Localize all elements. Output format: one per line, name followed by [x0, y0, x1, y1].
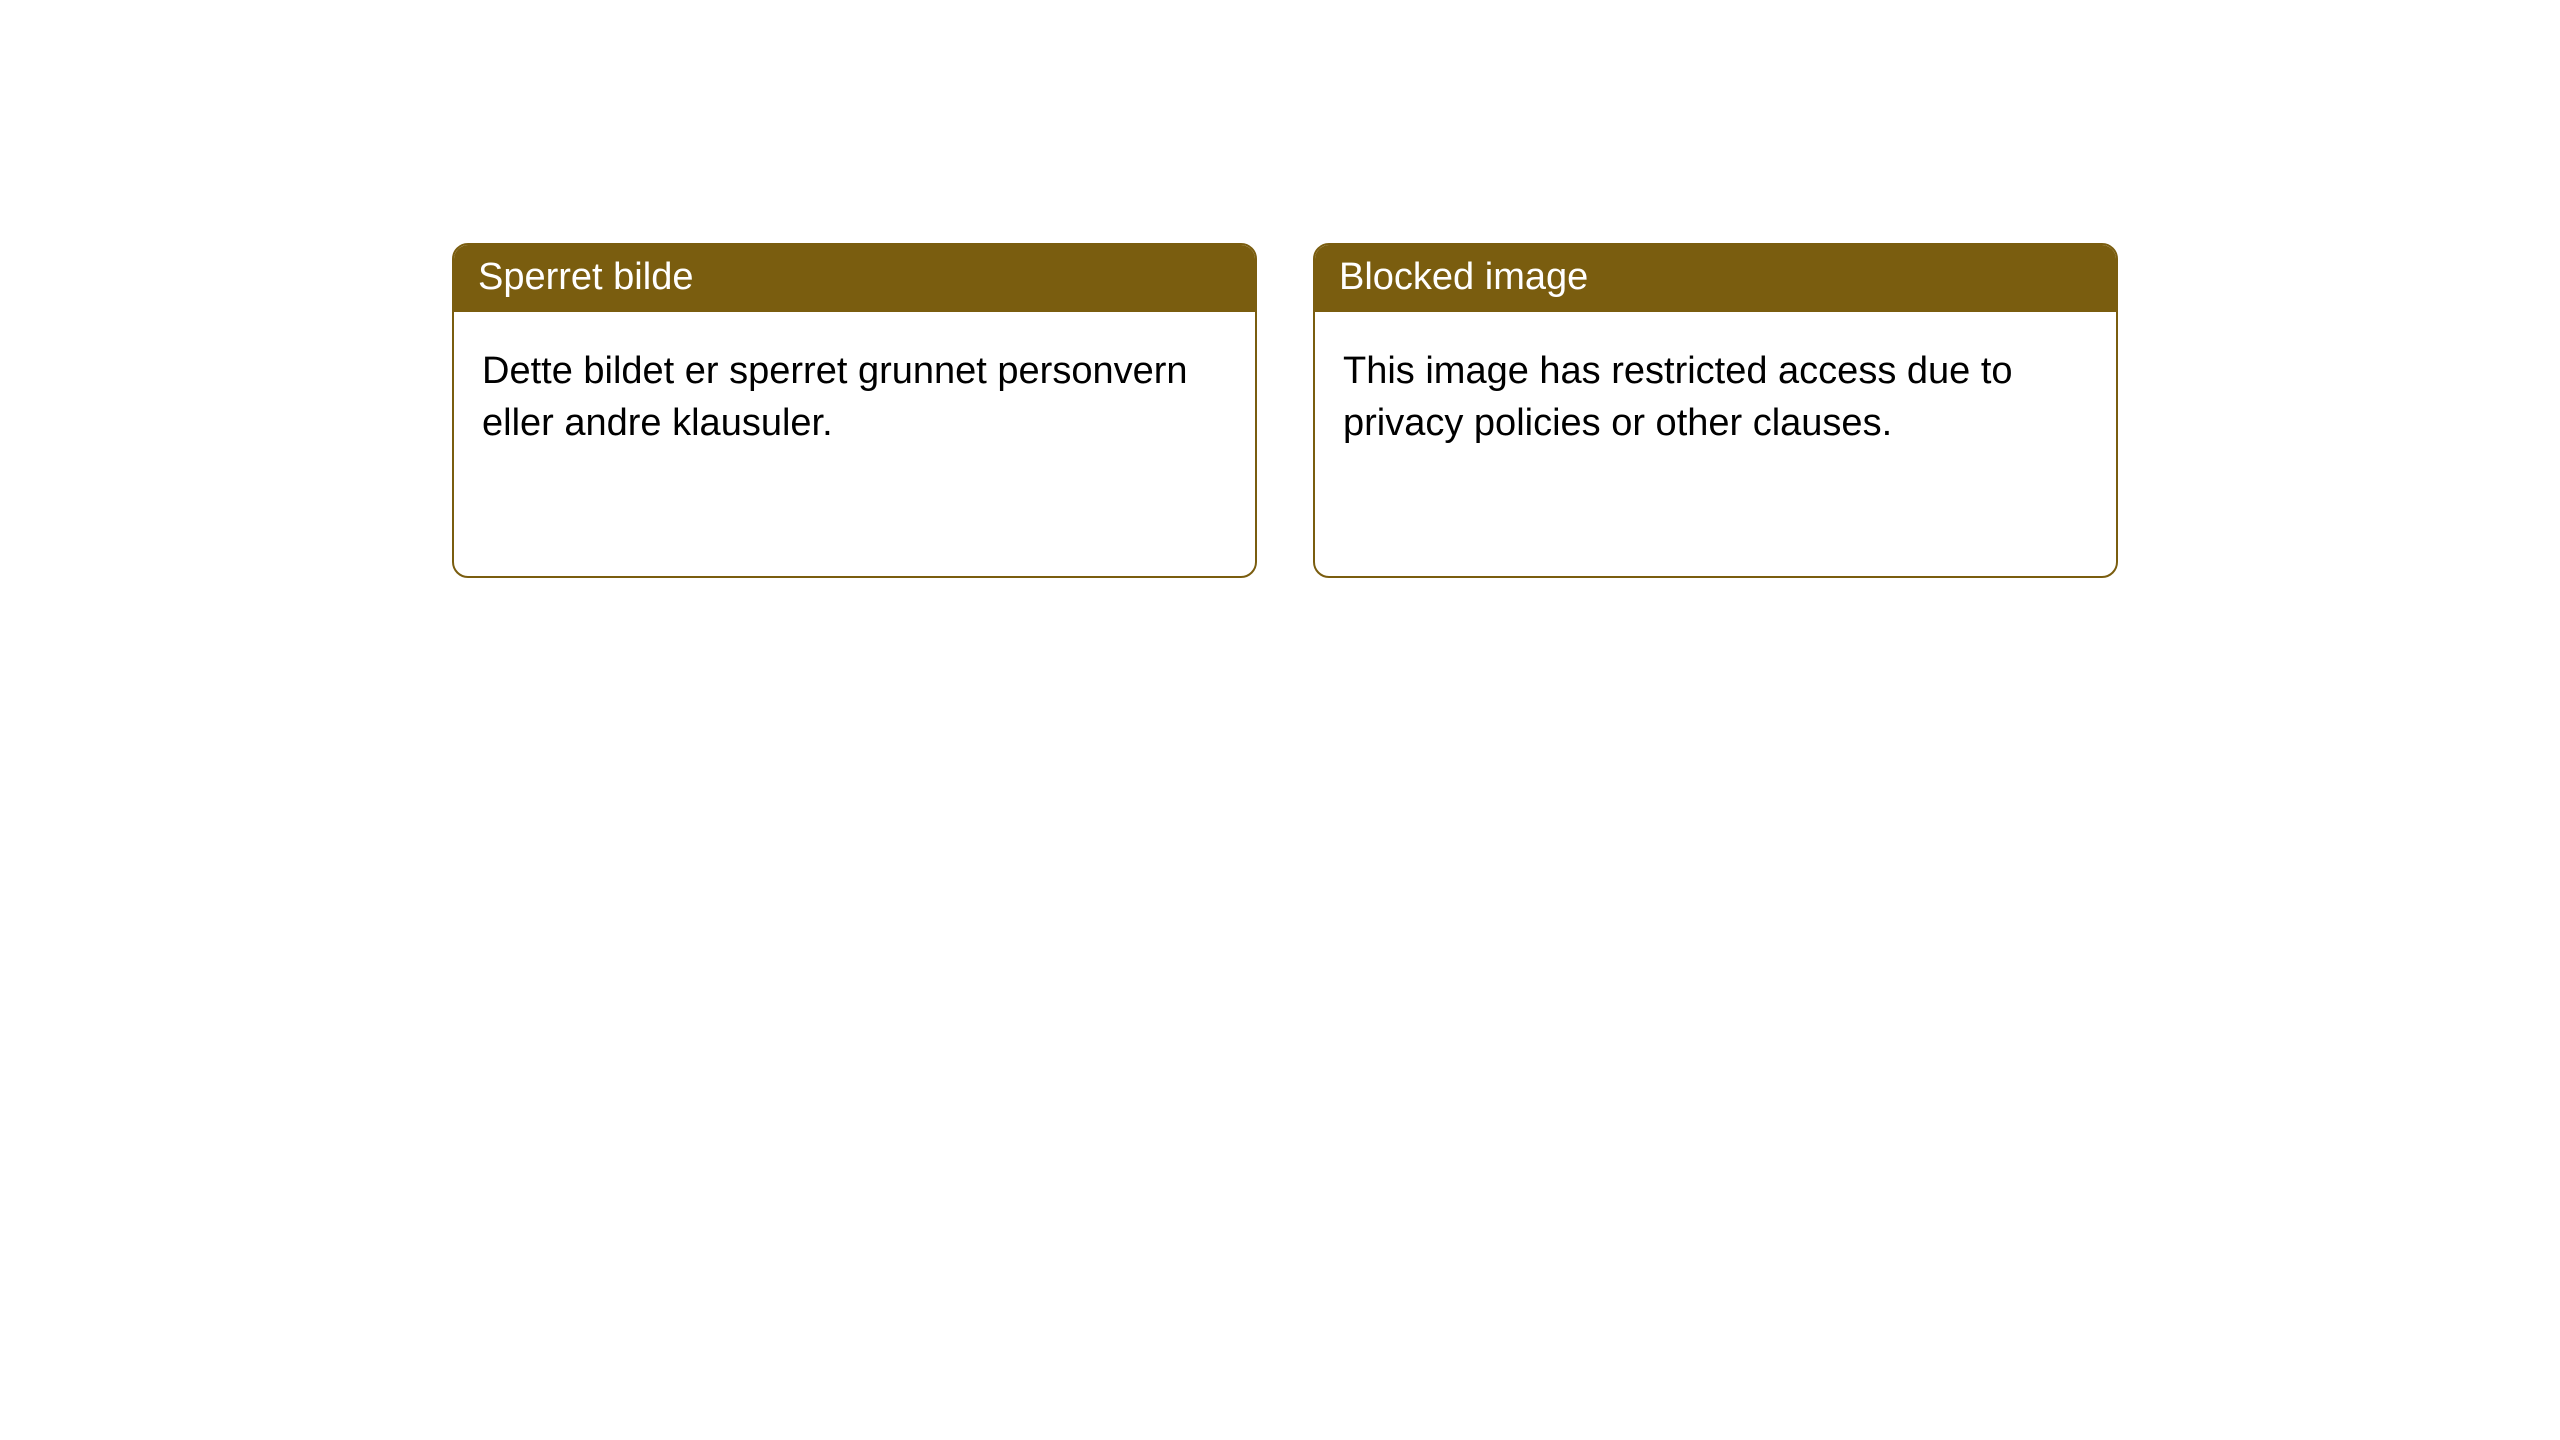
- notice-card-norwegian: Sperret bilde Dette bildet er sperret gr…: [452, 243, 1257, 578]
- notice-title: Blocked image: [1339, 256, 1588, 298]
- notice-card-english: Blocked image This image has restricted …: [1313, 243, 2118, 578]
- notice-container: Sperret bilde Dette bildet er sperret gr…: [0, 0, 2560, 578]
- notice-body: This image has restricted access due to …: [1315, 312, 2116, 483]
- notice-header: Blocked image: [1315, 245, 2116, 312]
- notice-text: This image has restricted access due to …: [1343, 350, 2013, 443]
- notice-header: Sperret bilde: [454, 245, 1255, 312]
- notice-title: Sperret bilde: [478, 256, 693, 298]
- notice-text: Dette bildet er sperret grunnet personve…: [482, 350, 1188, 443]
- notice-body: Dette bildet er sperret grunnet personve…: [454, 312, 1255, 483]
